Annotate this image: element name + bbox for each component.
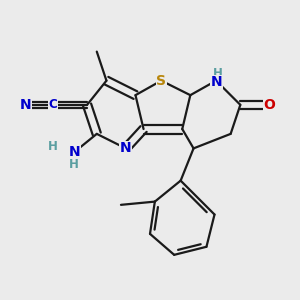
Text: N: N: [210, 75, 222, 89]
Text: S: S: [156, 74, 166, 88]
Text: H: H: [48, 140, 58, 153]
Text: N: N: [68, 145, 80, 159]
Text: N: N: [20, 98, 32, 112]
Text: N: N: [120, 141, 132, 155]
Text: C: C: [49, 98, 58, 111]
Text: O: O: [263, 98, 275, 112]
Text: H: H: [213, 67, 223, 80]
Text: H: H: [69, 158, 79, 171]
